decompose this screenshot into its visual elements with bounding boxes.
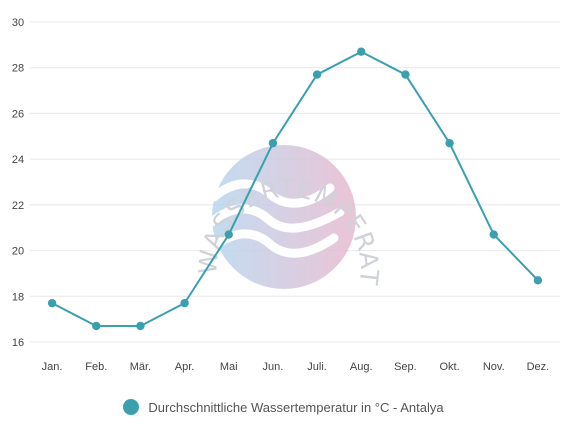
data-point-1[interactable] [47,298,57,308]
y-tick-label-20: 20 [12,246,24,258]
y-tick-label-22: 22 [12,200,24,212]
data-point-12[interactable] [533,276,543,285]
series-group [47,47,543,331]
x-tick-label-9: Sep. [394,361,417,373]
x-tick-label-10: Okt. [439,361,459,373]
legend[interactable]: Durchschnittliche Wassertemperatur in °C… [0,396,567,418]
x-tick-label-11: Nov. [483,361,505,373]
y-tick-label-18: 18 [12,291,24,303]
x-axis-ticks: Jan. Feb. Mär. Apr. Mai Jun. Juli. Aug. Sep. Okt.… [42,361,550,373]
data-point-6[interactable] [268,138,278,148]
data-point-2[interactable] [92,321,101,331]
data-point-9[interactable] [401,70,410,79]
data-point-8[interactable] [357,47,366,56]
x-tick-label-5: Mai [220,361,238,373]
x-tick-label-4: Apr. [175,361,195,373]
legend-label: Durchschnittliche Wassertemperatur in °C… [148,399,444,415]
x-tick-label-1: Jan. [42,361,63,373]
line-chart: WASSERTEMPERATUR.ORG 16 18 20 22 24 26 28 30 Ja… [0,0,560,373]
data-point-7[interactable] [312,70,322,79]
y-tick-label-26: 26 [12,108,24,120]
data-point-3[interactable] [136,321,145,331]
y-tick-label-28: 28 [12,63,24,75]
x-tick-label-8: Aug. [350,361,373,373]
watermark-logo: WASSERTEMPERATUR.ORG [0,0,383,289]
y-tick-label-24: 24 [12,154,24,166]
y-tick-label-16: 16 [12,337,24,349]
x-tick-label-6: Jun. [263,361,284,373]
y-tick-label-30: 30 [12,17,24,29]
x-tick-label-7: Juli. [307,361,327,373]
y-axis-ticks: 16 18 20 22 24 26 28 30 [12,17,24,349]
x-tick-label-12: Dez. [527,361,550,373]
x-tick-label-3: Mär. [130,361,151,373]
data-point-4[interactable] [180,298,189,308]
data-point-10[interactable] [445,138,454,148]
data-point-11[interactable] [489,230,498,239]
series-line-1 [51,50,539,327]
legend-swatch-icon [123,399,140,415]
x-tick-label-2: Feb. [85,361,107,373]
data-point-5[interactable] [224,230,233,239]
